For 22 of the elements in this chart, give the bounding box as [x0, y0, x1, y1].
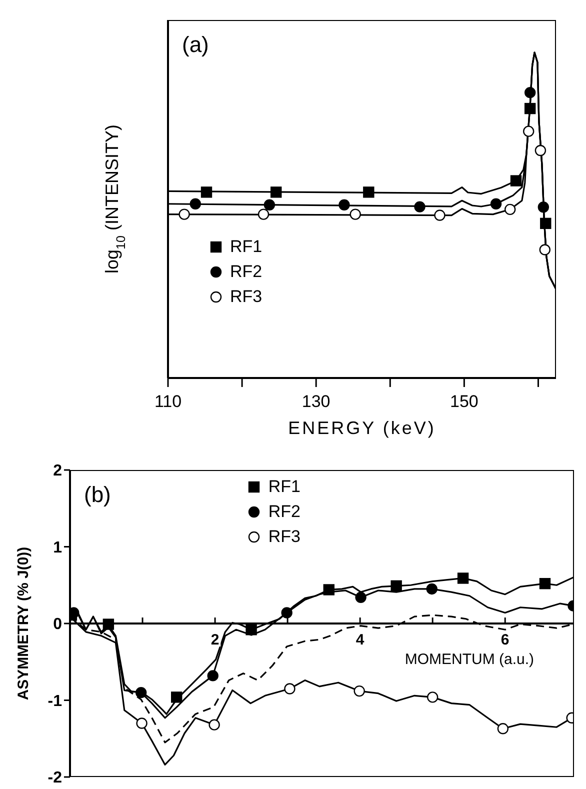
annotation: (a): [182, 32, 209, 58]
x-tick-label: 4: [356, 632, 365, 648]
x-tick-label: 6: [500, 632, 510, 648]
x-tick-label: 150: [450, 392, 478, 412]
y-tick-label: 2: [53, 462, 62, 480]
y-axis-title: ASYMMETRY (% J(0)): [15, 546, 32, 700]
annotation: (b): [84, 482, 111, 508]
x-axis-title: MOMENTUM (a.u.): [404, 650, 534, 668]
legend-label: RF1: [230, 237, 262, 258]
legend-label: RF2: [268, 502, 301, 522]
legend-label: RF1: [268, 476, 301, 496]
y-tick-label: -1: [48, 692, 62, 710]
x-axis-title: ENERGY (keV): [287, 418, 437, 439]
y-tick-label: 1: [53, 539, 62, 556]
legend-label: RF3: [230, 287, 262, 308]
legend-label: RF3: [268, 526, 301, 546]
legend-label: RF2: [230, 262, 262, 282]
x-tick-label: 2: [210, 632, 220, 648]
y-tick-label: 0: [53, 616, 62, 634]
y-tick-label: -2: [48, 770, 62, 787]
x-tick-label: 110: [154, 392, 182, 412]
x-tick-label: 130: [302, 392, 330, 412]
